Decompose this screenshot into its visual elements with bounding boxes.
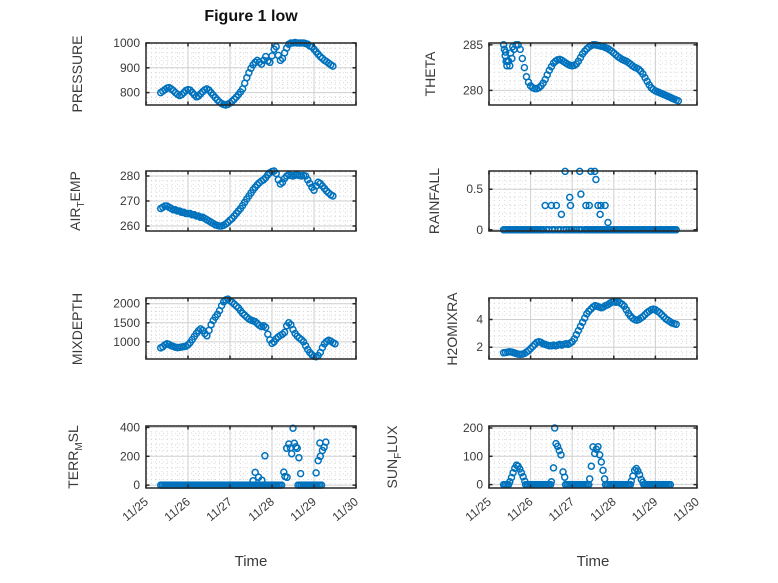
air-temp-markers — [156, 167, 337, 230]
y-axis-label-theta: THETA — [422, 51, 438, 97]
y-axis-label-h2omixra: H2OMIXRA — [444, 291, 460, 366]
y-tick-label: 260 — [120, 219, 140, 233]
air-temp-plot: 260 270 280 — [120, 167, 357, 233]
rainfall-plot: 00.5 — [466, 167, 698, 237]
x-tick-label: 11/28 — [587, 494, 619, 524]
y-axis-label-pressure: PRESSURE — [69, 35, 85, 113]
theta-major-grid — [489, 43, 697, 105]
y-axis-label-terr-msl: TERRMSL — [65, 425, 85, 489]
pressure-markers — [156, 38, 337, 109]
h2omixra-ytick-labels: 24 — [476, 312, 483, 354]
theta-plot: 280 285 — [463, 38, 698, 106]
sun-flux-plot: 0 100 200 11/25 11/26 11/27 11/28 11/29 11/30 — [463, 421, 703, 524]
y-tick-label: 400 — [120, 420, 140, 434]
y-tick-label: 280 — [120, 169, 140, 183]
sun-flux-ytick-labels: 0 100 200 — [463, 421, 483, 492]
figure-title: Figure 1 low — [204, 8, 298, 25]
x-tick-label: 11/27 — [204, 494, 236, 524]
pressure-ytick-labels: 800 900 1000 — [113, 36, 140, 100]
x-tick-label: 11/28 — [246, 494, 278, 524]
y-tick-label: 200 — [463, 421, 483, 435]
y-tick-label: 0.5 — [466, 182, 483, 196]
x-axis-label-right: Time — [576, 553, 610, 570]
y-axis-label-air-temp: AIRTEMP — [67, 171, 87, 231]
theta-ytick-labels: 280 285 — [463, 38, 483, 98]
terr-msl-markers — [156, 424, 330, 489]
mixdepth-ytick-labels: 1000 1500 2000 — [113, 297, 140, 349]
pressure-plot: 800 900 1000 — [113, 36, 357, 109]
y-tick-label: 1500 — [113, 316, 140, 330]
x-tick-label: 11/25 — [120, 494, 152, 524]
air-temp-axes-frame — [145, 170, 357, 232]
y-tick-label: 2000 — [113, 297, 140, 311]
terr-msl-xtick-labels: 11/25 11/26 11/27 11/28 11/29 11/30 — [120, 494, 362, 524]
rainfall-axes-frame — [488, 170, 698, 232]
y-tick-label: 280 — [463, 83, 483, 97]
sun-flux-xtick-labels: 11/25 11/26 11/27 11/28 11/29 11/30 — [463, 494, 703, 524]
theta-axes-frame — [488, 42, 698, 106]
h2omixra-plot: 24 — [476, 297, 698, 360]
x-tick-label: 11/29 — [288, 494, 320, 524]
mixdepth-axes-frame — [145, 297, 357, 360]
y-tick-label: 800 — [120, 86, 140, 100]
x-tick-label: 11/27 — [546, 494, 578, 524]
h2omixra-markers — [499, 297, 680, 359]
y-tick-label: 900 — [120, 61, 140, 75]
y-tick-label: 1000 — [113, 36, 140, 50]
y-tick-label: 100 — [463, 449, 483, 463]
y-tick-label: 270 — [120, 194, 140, 208]
x-tick-label: 11/30 — [330, 494, 362, 524]
h2omixra-axes-frame — [488, 297, 698, 360]
terr-msl-ytick-labels: 0 200 400 — [120, 420, 140, 492]
x-tick-label: 11/25 — [463, 494, 495, 524]
y-tick-label: 0 — [133, 478, 140, 492]
y-axis-label-mixdepth: MIXDEPTH — [69, 292, 85, 365]
terr-msl-axes-frame — [145, 425, 357, 489]
pressure-axes-frame — [145, 42, 357, 106]
x-tick-label: 11/26 — [162, 494, 194, 524]
y-tick-label: 0 — [476, 478, 483, 492]
y-tick-label: 2 — [476, 340, 483, 354]
y-tick-label: 4 — [476, 312, 483, 326]
y-tick-label: 1000 — [113, 335, 140, 349]
y-tick-label: 285 — [463, 38, 483, 52]
y-tick-label: 200 — [120, 449, 140, 463]
sun-flux-axes-frame — [488, 425, 698, 489]
x-axis-label-left: Time — [234, 553, 268, 570]
mixdepth-plot: 1000 1500 2000 — [113, 295, 357, 361]
y-axis-label-sun-flux: SUNFLUX — [384, 425, 404, 489]
x-tick-label: 11/26 — [504, 494, 536, 524]
x-tick-label: 11/29 — [629, 494, 661, 524]
mixdepth-markers — [156, 295, 339, 361]
rainfall-ytick-labels: 00.5 — [466, 182, 483, 237]
terr-msl-plot: 0 200 400 11/25 11/26 11/27 11/28 11/29 11/30 — [120, 420, 362, 524]
x-tick-label: 11/30 — [671, 494, 703, 524]
rainfall-minor-grid — [490, 172, 696, 230]
y-axis-label-rainfall: RAINFALL — [426, 167, 442, 235]
air-temp-ytick-labels: 260 270 280 — [120, 169, 140, 233]
theta-markers — [499, 41, 683, 105]
y-tick-label: 0 — [476, 223, 483, 237]
rainfall-markers — [499, 167, 680, 234]
